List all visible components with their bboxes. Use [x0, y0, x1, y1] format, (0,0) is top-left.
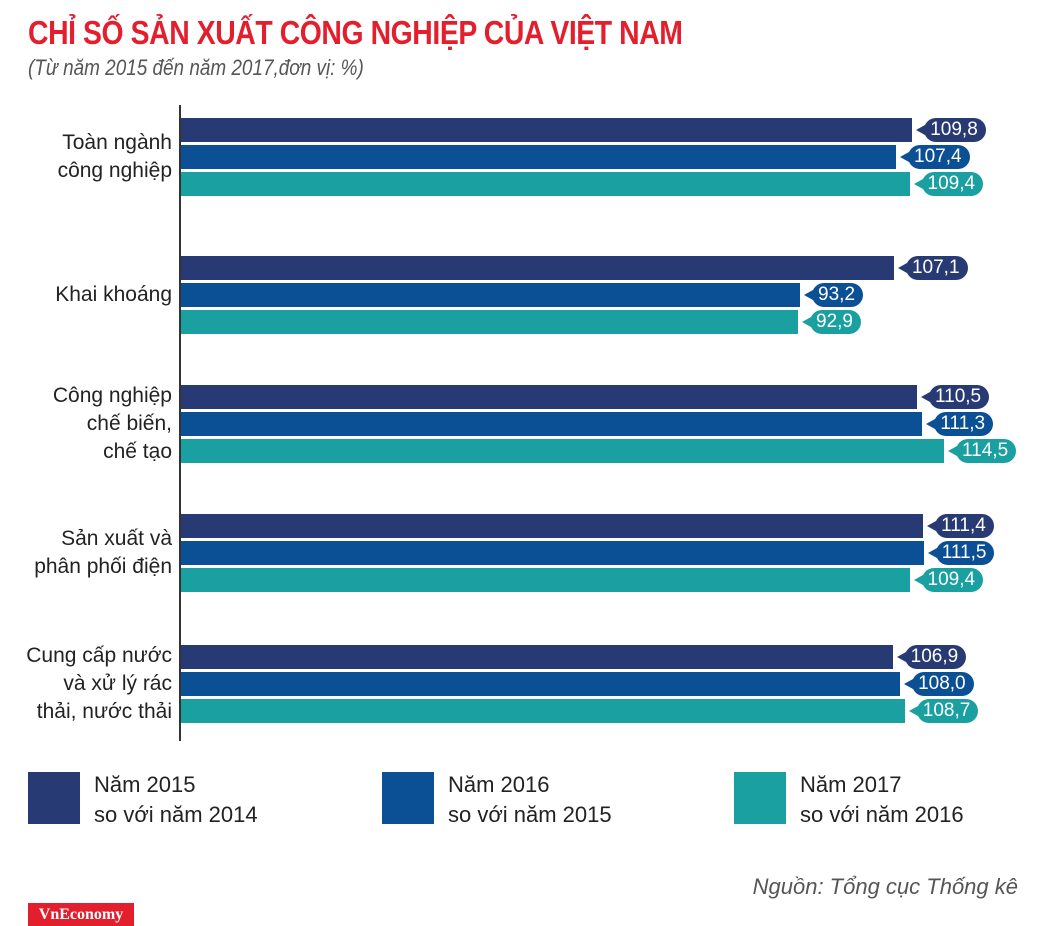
data-label: 109,4 — [913, 172, 984, 196]
chart-subtitle: (Từ năm 2015 đến năm 2017,đơn vị: %) — [28, 55, 364, 80]
data-label: 111,3 — [926, 412, 994, 436]
y-axis-line — [179, 105, 181, 741]
bar — [181, 283, 801, 307]
data-label: 93,2 — [804, 283, 864, 307]
bar — [181, 568, 910, 592]
data-label: 108,7 — [908, 699, 979, 723]
bar — [181, 699, 905, 723]
data-label: 111,4 — [927, 514, 994, 538]
category-label: Cung cấp nước và xử lý rác thải, nước th… — [26, 643, 172, 723]
legend-swatch — [734, 772, 786, 824]
bar — [181, 118, 913, 142]
legend-label: Năm 2015 so với năm 2014 — [94, 772, 258, 827]
category-label: Công nghiệp chế biến, chế tạo — [52, 383, 172, 463]
bar — [181, 256, 894, 280]
bar — [181, 412, 923, 436]
bar — [181, 672, 901, 696]
bar — [181, 541, 924, 565]
data-label: 107,4 — [900, 145, 970, 169]
bar — [181, 645, 893, 669]
data-label: 111,5 — [927, 541, 995, 565]
legend-label: Năm 2017 so với năm 2016 — [800, 772, 964, 827]
vneconomy-logo: VnEconomy — [28, 903, 134, 926]
data-label: 109,8 — [916, 118, 986, 142]
source-note: Nguồn: Tổng cục Thống kê — [752, 874, 1018, 899]
chart-title: CHỈ SỐ SẢN XUẤT CÔNG NGHIỆP CỦA VIỆT NAM — [28, 14, 683, 51]
category-label: Toàn ngành công nghiệp — [57, 130, 172, 182]
data-label: 108,0 — [904, 672, 974, 696]
data-label: 92,9 — [802, 310, 861, 334]
legend-swatch — [28, 772, 80, 824]
category-label: Sản xuất và phân phối điện — [34, 526, 172, 578]
data-label: 114,5 — [947, 439, 1017, 463]
category-label: Khai khoáng — [55, 282, 172, 306]
bar — [181, 172, 910, 196]
data-label: 106,9 — [896, 645, 967, 669]
data-label: 107,1 — [898, 256, 968, 280]
bar — [181, 310, 798, 334]
legend-label: Năm 2016 so với năm 2015 — [448, 772, 612, 827]
data-label: 110,5 — [920, 385, 990, 409]
data-label: 109,4 — [913, 568, 984, 592]
legend-swatch — [382, 772, 434, 824]
bar — [181, 514, 924, 538]
bar — [181, 439, 945, 463]
bar — [181, 385, 917, 409]
bar — [181, 145, 897, 169]
